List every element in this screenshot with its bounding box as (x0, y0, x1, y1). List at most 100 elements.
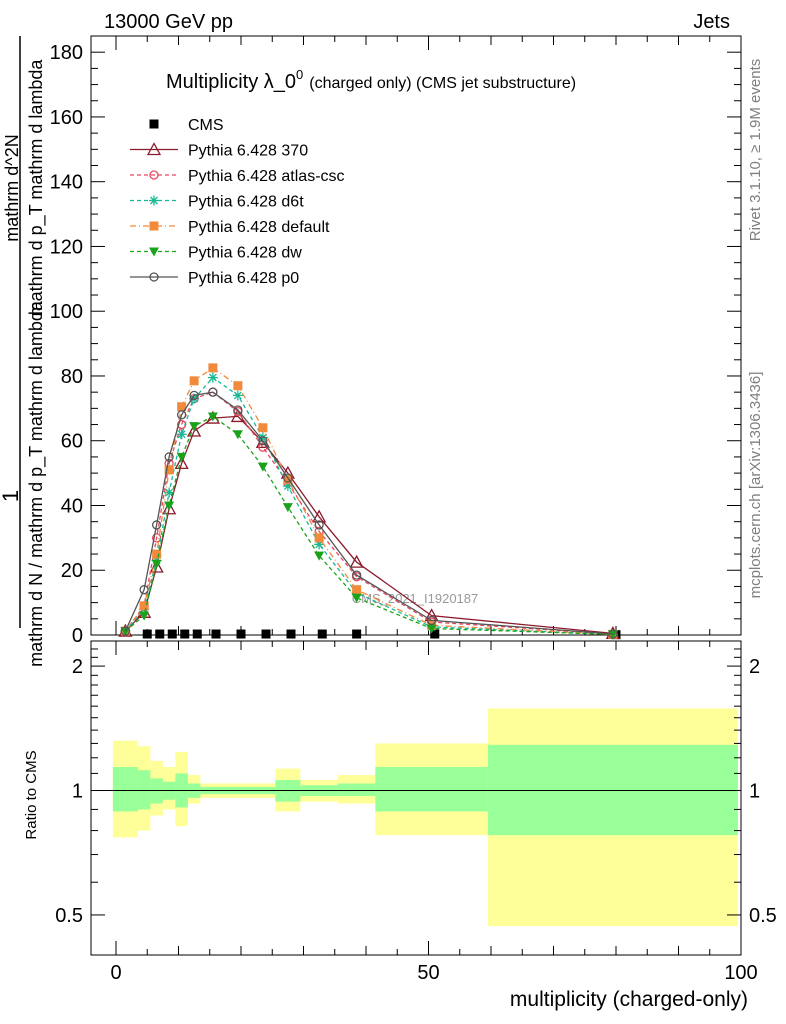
data-point (607, 630, 618, 640)
legend-entry: Pythia 6.428 dw (130, 245, 302, 262)
x-tick-label: 0 (110, 962, 121, 984)
data-point (189, 390, 199, 401)
y-tick-label: 60 (61, 431, 83, 453)
rivet-label: Rivet 3.1.10, ≥ 1.9M events (747, 59, 764, 242)
y-label-numerator-one: 1 (0, 490, 23, 502)
y-label-dpt-dlambda: mathrm d p_T mathrm d lambda (26, 59, 47, 317)
main-plot: 0 20 40 60 80 100 120 140 160 180 (50, 35, 742, 647)
y-tick-label: 0 (72, 625, 83, 647)
series-pythia-6-428-dw (120, 412, 618, 640)
legend-label: Pythia 6.428 default (188, 219, 330, 236)
data-point (207, 372, 218, 383)
legend-label: Pythia 6.428 p0 (188, 270, 299, 287)
data-point (352, 585, 362, 595)
y-tick-label: 180 (50, 42, 83, 64)
legend-marker (149, 247, 159, 257)
y-tick-label: 80 (61, 366, 83, 388)
y-tick-label: 40 (61, 495, 83, 517)
legend-marker (146, 142, 162, 156)
y-label-denominator: mathrm d N / mathrm d p_T mathrm d lambd… (26, 300, 47, 667)
y-tick-label: 160 (50, 107, 83, 129)
data-point (426, 624, 437, 634)
plot-subtitle: (charged only) (CMS jet substructure) (309, 75, 576, 92)
y-tick-label: 140 (50, 172, 83, 194)
data-point (187, 423, 202, 437)
data-point (257, 462, 268, 472)
data-point (189, 422, 200, 432)
mcplots-label: mcplots.cern.ch [arXiv:1306.3436] (747, 372, 764, 599)
legend: CMS Pythia 6.428 370 Pythia 6.428 atlas-cs… (130, 117, 345, 287)
data-point (608, 629, 618, 639)
series-line (124, 391, 613, 635)
plot-title: Multiplicity λ_00 (charged only) (CMS jet… (166, 67, 576, 93)
legend-marker (149, 170, 159, 180)
uncertainty-band-inner (137, 770, 151, 810)
uncertainty-band-inner (487, 744, 738, 836)
ratio-y-tick-label: 0.5 (55, 905, 83, 927)
x-axis-label: multiplicity (charged-only) (510, 988, 748, 1011)
data-point (232, 390, 243, 401)
legend-label: Pythia 6.428 370 (188, 143, 308, 160)
ratio-y-axis-label: Ratio to CMS (23, 750, 40, 839)
data-point (139, 601, 149, 611)
legend-label: Pythia 6.428 dw (188, 245, 302, 262)
data-point (164, 501, 175, 511)
series-line (124, 415, 613, 636)
data-point (149, 559, 164, 573)
main-plot-frame (90, 35, 742, 636)
data-point (151, 533, 162, 543)
legend-entry: Pythia 6.428 default (130, 219, 330, 236)
uncertainty-band-inner (375, 766, 488, 812)
data-point (282, 503, 293, 513)
data-point (208, 387, 218, 397)
legend-label: CMS (188, 117, 224, 134)
category-label: Jets (693, 11, 730, 33)
data-point (312, 509, 327, 523)
data-point (255, 434, 270, 448)
legend-marker (149, 195, 159, 206)
legend-marker (149, 272, 159, 282)
data-point (352, 629, 362, 639)
data-point (120, 627, 131, 637)
data-point (349, 554, 364, 568)
ratio-plot: 0.5 0.5 1 1 2 2 0 50 100 (55, 640, 777, 984)
x-tick-label: 50 (417, 962, 439, 984)
series-line (124, 391, 613, 635)
data-point (283, 473, 293, 483)
data-point (351, 570, 362, 580)
plot-title-main: Multiplicity λ_0 (166, 71, 296, 93)
ratio-y-tick-label: 1 (72, 781, 83, 803)
legend-entry: Pythia 6.428 atlas-csc (130, 168, 345, 185)
data-point (177, 402, 187, 412)
legend-marker (149, 221, 159, 231)
data-point (314, 520, 324, 530)
data-point (283, 475, 293, 485)
data-point (208, 363, 218, 373)
data-point (233, 405, 243, 415)
data-point (155, 629, 165, 639)
main-y-axis-label: 1 mathrm d N / mathrm d p_T mathrm d lam… (0, 36, 47, 667)
data-point (314, 533, 324, 543)
data-point (151, 559, 162, 569)
data-point (232, 430, 243, 440)
data-point (317, 629, 327, 639)
legend-label: Pythia 6.428 d6t (188, 194, 304, 211)
data-point (314, 551, 325, 561)
data-point (258, 423, 268, 433)
uncertainty-band-inner (112, 766, 138, 812)
data-point (286, 629, 296, 639)
legend-marker (149, 119, 159, 129)
data-point (176, 429, 187, 440)
data-point (233, 381, 243, 391)
data-point (139, 585, 149, 595)
series-line (124, 376, 613, 636)
data-point (176, 452, 187, 462)
legend-entry: Pythia 6.428 370 (130, 142, 308, 160)
data-point (180, 629, 190, 639)
ratio-y-tick-label-right: 1 (749, 781, 760, 803)
plot-title-superscript: 0 (296, 67, 303, 82)
y-label-numerator-d2n: mathrm d^2N (2, 134, 22, 241)
series-pythia-6-428-p0 (120, 387, 618, 639)
data-point (139, 611, 150, 621)
